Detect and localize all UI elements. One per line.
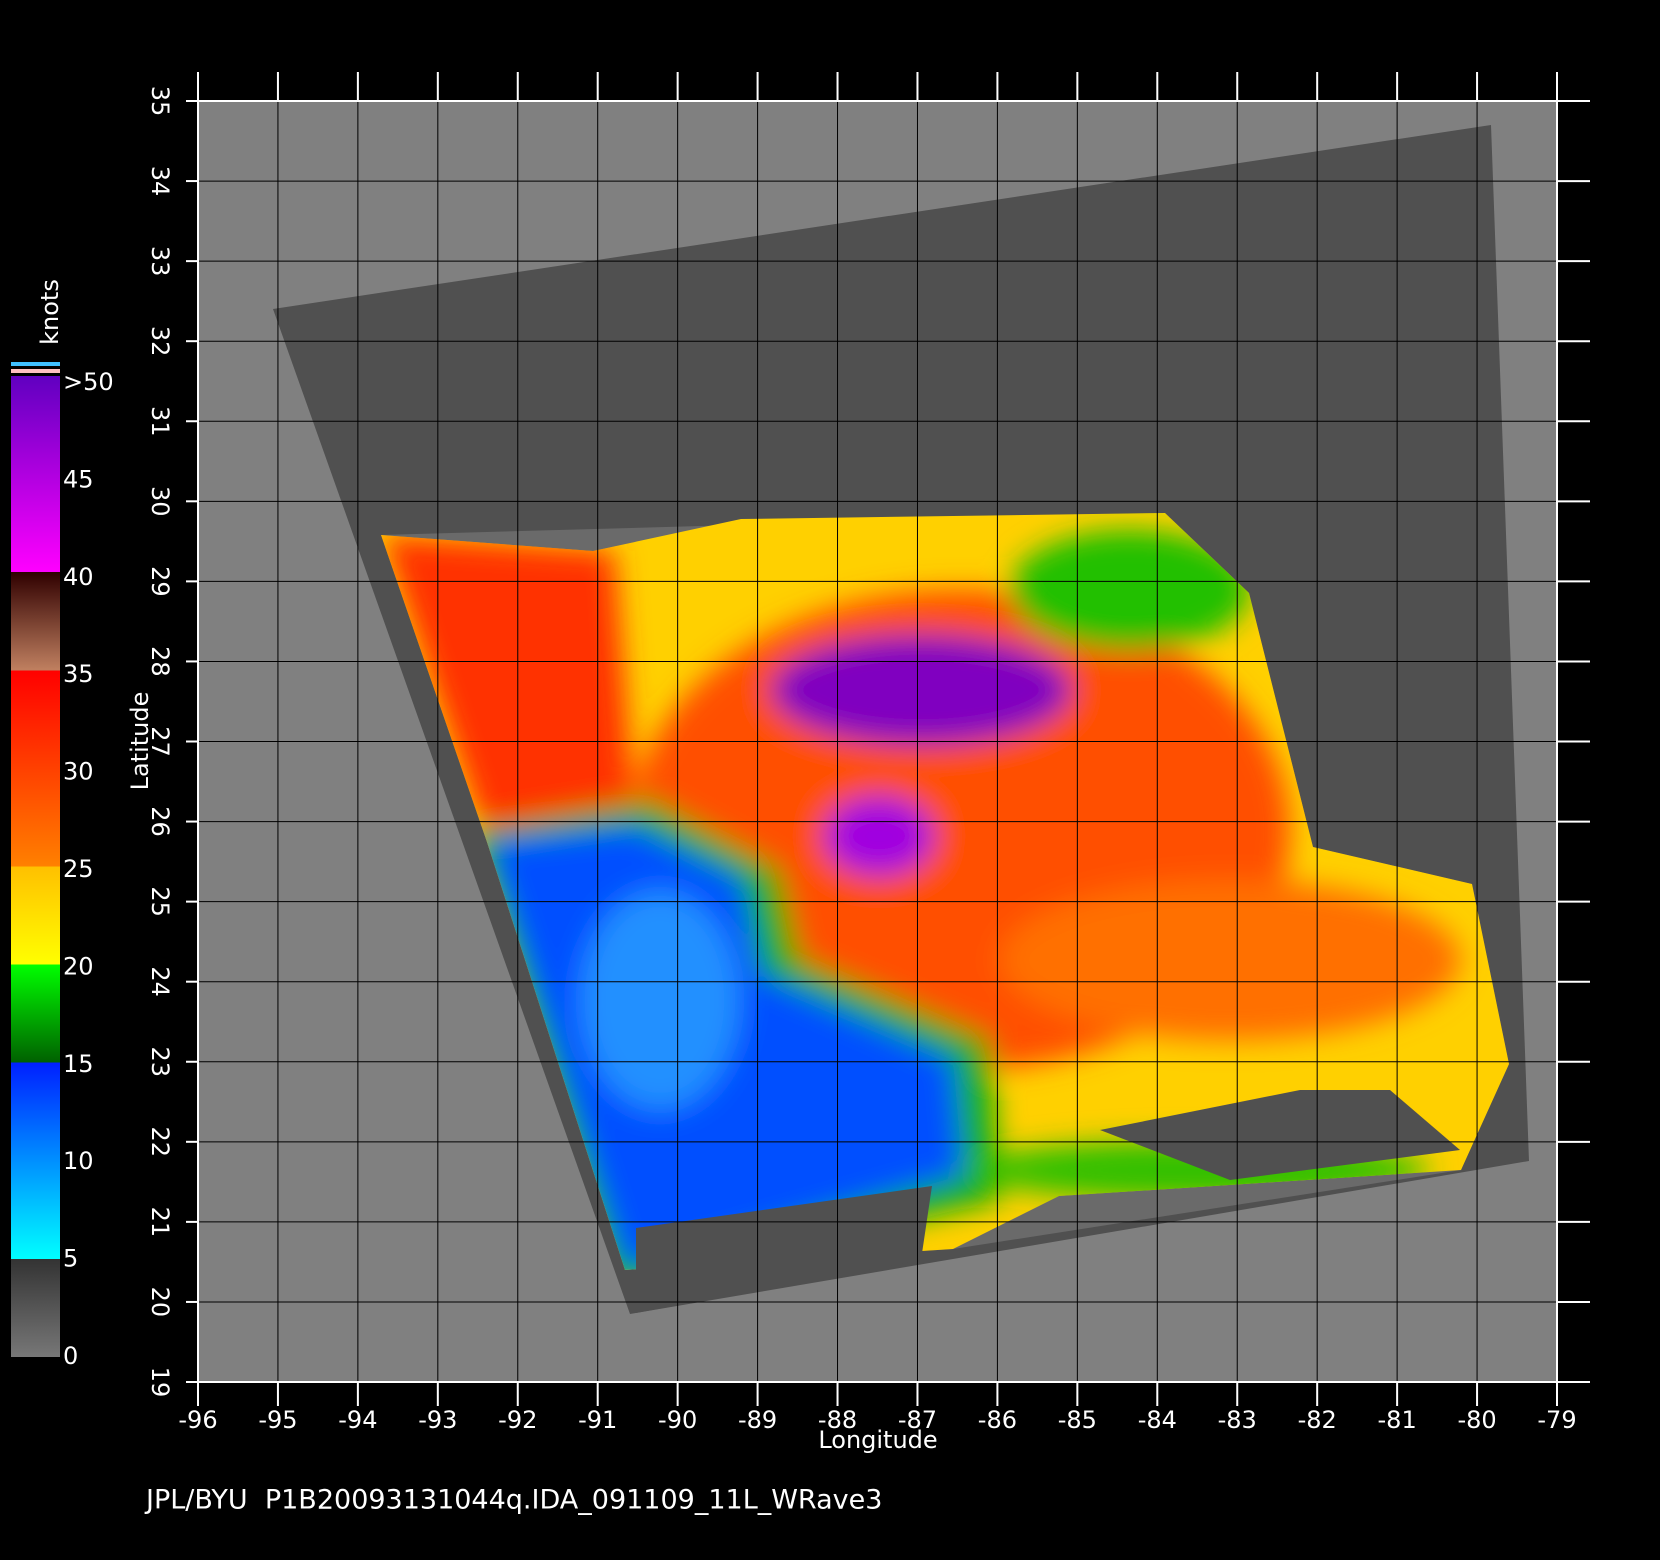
x-tick-label: -81 bbox=[1378, 1406, 1417, 1434]
x-tick-label: -92 bbox=[498, 1406, 537, 1434]
x-tick-label: -86 bbox=[978, 1406, 1017, 1434]
y-tick-label: 20 bbox=[146, 1287, 174, 1318]
x-tick-label: -85 bbox=[1058, 1406, 1097, 1434]
y-tick-label: 35 bbox=[146, 86, 174, 117]
x-tick-label: -88 bbox=[818, 1406, 857, 1434]
colorbar-tick-label: 45 bbox=[63, 465, 94, 493]
colorbar-cap bbox=[11, 369, 60, 373]
x-tick-label: -87 bbox=[898, 1406, 937, 1434]
colorbar-tick-label: 20 bbox=[63, 952, 94, 980]
y-tick-label: 26 bbox=[146, 806, 174, 837]
colorbar-tick-label: 10 bbox=[63, 1147, 94, 1175]
colorbar-tick-label: 15 bbox=[63, 1050, 94, 1078]
x-tick-label: -89 bbox=[738, 1406, 777, 1434]
colorbar bbox=[11, 376, 60, 1357]
colorbar-label: knots bbox=[36, 279, 64, 345]
x-axis-label: Longitude bbox=[818, 1426, 937, 1454]
colorbar-tick-label: 35 bbox=[63, 660, 94, 688]
y-tick-label: 33 bbox=[146, 246, 174, 277]
colorbar-tick-label: 30 bbox=[63, 758, 94, 786]
x-tick-label: -90 bbox=[658, 1406, 697, 1434]
colorbar-tick-label: 40 bbox=[63, 563, 94, 591]
x-tick-label: -80 bbox=[1457, 1406, 1496, 1434]
colorbar-tick-label: >50 bbox=[63, 368, 114, 396]
x-tick-label: -93 bbox=[418, 1406, 457, 1434]
colorbar-tick-label: 5 bbox=[63, 1245, 78, 1273]
x-tick-label: -83 bbox=[1218, 1406, 1257, 1434]
x-tick-label: -79 bbox=[1537, 1406, 1576, 1434]
y-tick-label: 29 bbox=[146, 566, 174, 597]
y-tick-label: 32 bbox=[146, 326, 174, 357]
y-tick-label: 31 bbox=[146, 406, 174, 437]
y-axis-label: Latitude bbox=[126, 692, 154, 791]
colorbar-tick-label: 0 bbox=[63, 1342, 78, 1370]
y-tick-label: 24 bbox=[146, 966, 174, 997]
x-tick-label: -94 bbox=[338, 1406, 377, 1434]
x-tick-label: -91 bbox=[578, 1406, 617, 1434]
map-image bbox=[198, 101, 1557, 1382]
y-tick-label: 25 bbox=[146, 886, 174, 917]
y-tick-label: 21 bbox=[146, 1207, 174, 1238]
y-tick-label: 27 bbox=[146, 726, 174, 757]
y-tick-label: 23 bbox=[146, 1046, 174, 1077]
y-tick-label: 30 bbox=[146, 486, 174, 517]
x-tick-label: -96 bbox=[178, 1406, 217, 1434]
footer: JPL/BYU P1B20093131044q.IDA_091109_11L_W… bbox=[144, 1485, 882, 1516]
y-tick-label: 22 bbox=[146, 1127, 174, 1158]
y-tick-label: 34 bbox=[146, 166, 174, 197]
x-tick-label: -82 bbox=[1298, 1406, 1337, 1434]
x-tick-label: -95 bbox=[258, 1406, 297, 1434]
colorbar-cap bbox=[11, 362, 60, 366]
colorbar-tick-label: 25 bbox=[63, 855, 94, 883]
y-tick-label: 28 bbox=[146, 646, 174, 677]
x-tick-label: -84 bbox=[1138, 1406, 1177, 1434]
y-tick-label: 19 bbox=[146, 1367, 174, 1398]
